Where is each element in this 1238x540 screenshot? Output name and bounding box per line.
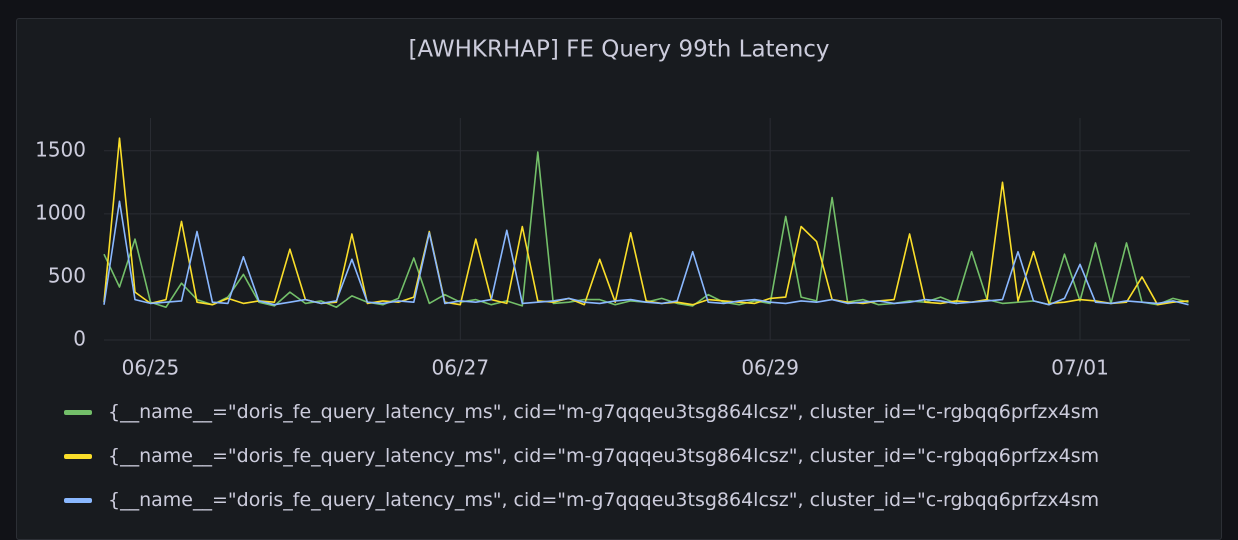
series-line — [103, 151, 1189, 309]
series-line — [103, 137, 1189, 306]
y-tick-label: 1500 — [35, 137, 86, 161]
legend-swatch — [64, 409, 92, 415]
legend-swatch — [64, 453, 92, 459]
chart-title: [AWHKRHAP] FE Query 99th Latency — [408, 37, 829, 63]
x-tick-label: 06/29 — [741, 356, 799, 380]
x-tick-label: 07/01 — [1051, 356, 1109, 380]
legend-label: {__name__="doris_fe_query_latency_ms", c… — [108, 489, 1100, 511]
chart: [AWHKRHAP] FE Query 99th Latency 0 500 100… — [35, 37, 1190, 380]
legend-label: {__name__="doris_fe_query_latency_ms", c… — [108, 401, 1100, 423]
legend-label: {__name__="doris_fe_query_latency_ms", c… — [108, 445, 1100, 467]
legend-item[interactable]: {__name__="doris_fe_query_latency_ms", c… — [64, 390, 1206, 434]
y-tick-label: 0 — [73, 327, 86, 351]
x-tick-label: 06/27 — [431, 356, 489, 380]
x-tick-label: 06/25 — [122, 356, 180, 380]
series-line — [103, 200, 1189, 306]
legend-item[interactable]: {__name__="doris_fe_query_latency_ms", c… — [64, 434, 1206, 478]
legend-swatch — [64, 497, 92, 503]
legend-item[interactable]: {__name__="doris_fe_query_latency_ms", c… — [64, 478, 1206, 522]
y-tick-label: 500 — [48, 263, 86, 287]
panel — [16, 18, 1222, 540]
legend: {__name__="doris_fe_query_latency_ms", c… — [64, 390, 1206, 522]
y-tick-label: 1000 — [35, 200, 86, 224]
